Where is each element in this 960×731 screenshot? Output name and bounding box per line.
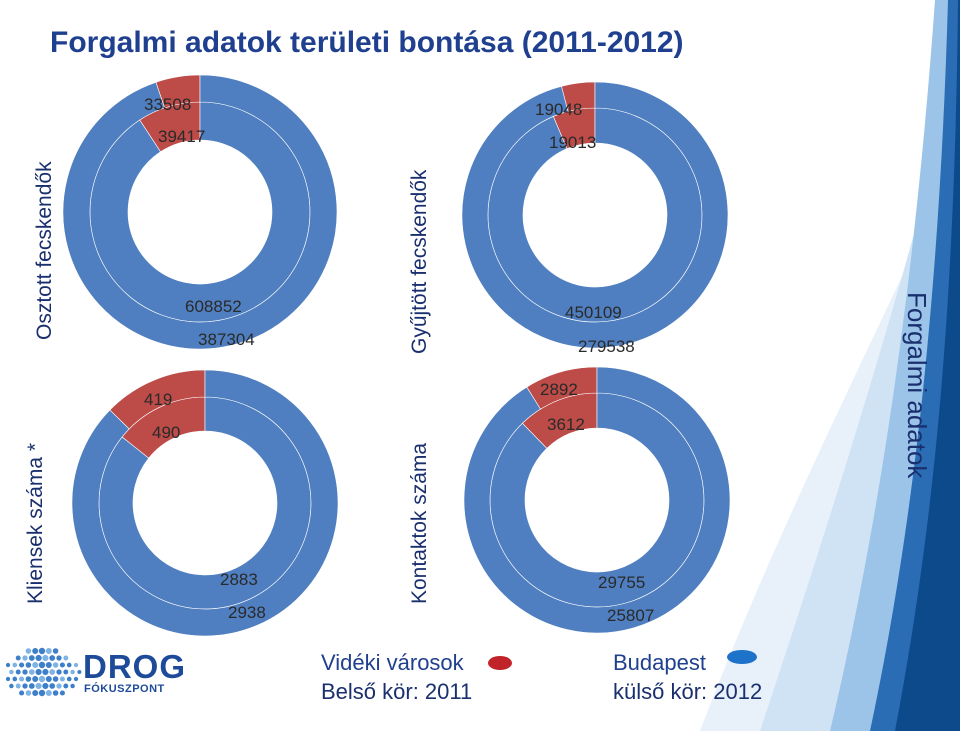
donut-0-label-inner_red: 39417	[158, 127, 205, 146]
donut-1-outer-blue-slice	[461, 81, 729, 349]
legend-blue-swatch	[727, 650, 757, 664]
globe-dots-icon	[5, 647, 82, 697]
donut-1-label-inner_blue: 279538	[578, 337, 635, 356]
logo-sub: FÓKUSZPONT	[84, 683, 165, 695]
donut-0-label-inner_blue: 387304	[198, 330, 255, 349]
legend-outer-label: külső kör: 2012	[613, 679, 763, 704]
donut-1-label-inner_red: 19013	[549, 133, 596, 152]
donut-1-label-outer_red: 19048	[535, 100, 582, 119]
donut-2-label-inner_blue: 2938	[228, 603, 266, 622]
donut-3-inner-blue-slice	[489, 392, 705, 608]
donut-3-label-outer_red: 2892	[540, 380, 578, 399]
donut-3-label-inner_red: 3612	[547, 415, 585, 434]
donut-0-label-outer_red: 33508	[144, 95, 191, 114]
donut-2-label-inner_red: 490	[152, 423, 180, 442]
legend-red-label: Vidéki városok	[321, 650, 464, 675]
legend-blue-label: Budapest	[613, 650, 706, 675]
donut-3-label-outer_blue: 29755	[598, 573, 645, 592]
donut-2-outer-blue-slice	[71, 369, 339, 637]
logo-name: DROG	[83, 648, 186, 685]
donut-0-label-outer_blue: 608852	[185, 297, 242, 316]
page-title: Forgalmi adatok területi bontása (2011-2…	[50, 26, 684, 59]
legend-red-swatch	[488, 656, 512, 670]
legend-inner-label: Belső kör: 2011	[321, 679, 473, 704]
donut-1-label-outer_blue: 450109	[565, 303, 622, 322]
donut-2-label-outer_red: 419	[144, 390, 172, 409]
donut-0-outer-blue-slice	[62, 74, 338, 350]
donut-2-label-outer_blue: 2883	[220, 570, 258, 589]
donut-3-outer-blue-slice	[463, 366, 731, 634]
donut-3-label-inner_blue: 25807	[607, 606, 654, 625]
